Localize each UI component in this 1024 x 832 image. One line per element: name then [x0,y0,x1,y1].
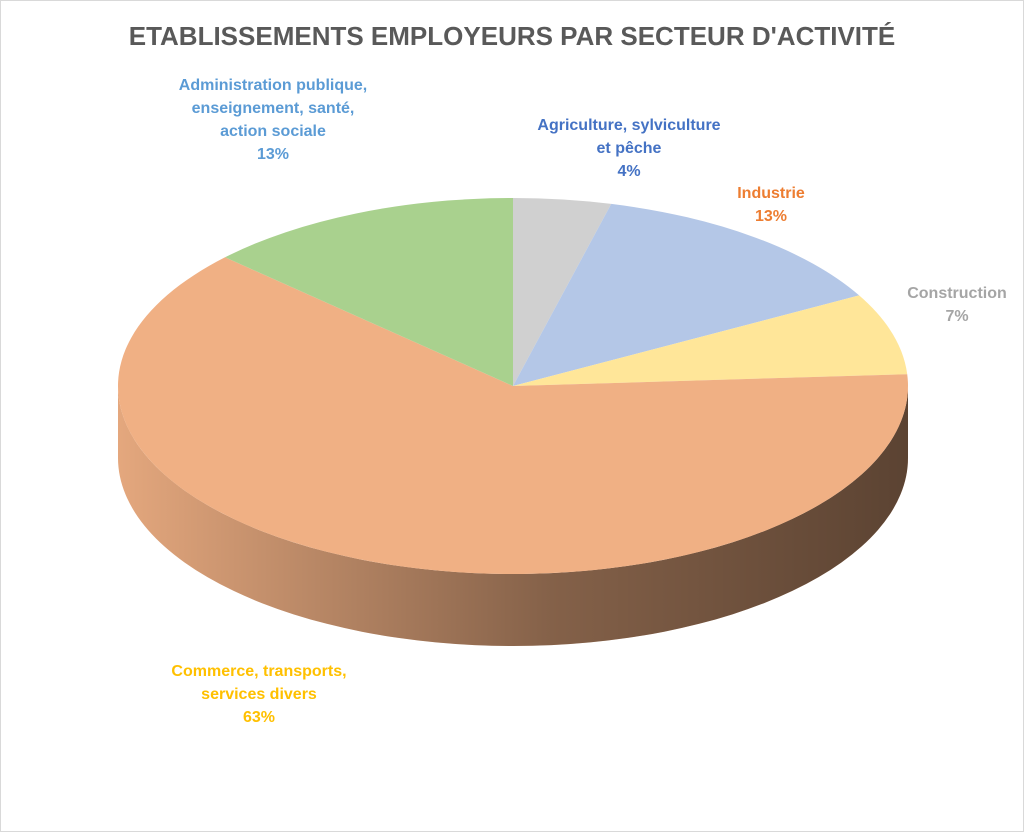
category-label: Administration publique, enseignement, s… [178,77,368,140]
chart-title: ETABLISSEMENTS EMPLOYEURS PAR SECTEUR D'… [128,21,896,51]
value-label: 4% [617,163,641,180]
category-label: Industrie [737,185,805,202]
slice [117,257,908,574]
category-label: Commerce, transports, services divers [171,663,347,703]
value-label: 63% [242,709,276,726]
value-label: 7% [945,308,969,325]
data-label: Industrie 13% [691,182,851,228]
side-shade [118,386,908,646]
data-label: Administration publique, enseignement, s… [171,74,375,166]
value-label: 13% [754,208,788,225]
slice [513,295,908,386]
category-label: Construction [907,285,1007,302]
value-label: 13% [256,146,290,163]
slice [225,198,514,386]
slice [513,198,612,386]
slice [513,203,860,386]
data-label: Construction 7% [891,282,1023,328]
category-label: Agriculture, sylviculture et pêche [537,117,721,157]
data-label: Agriculture, sylviculture et pêche 4% [529,114,729,183]
data-label: Commerce, transports, services divers 63% [159,660,359,729]
